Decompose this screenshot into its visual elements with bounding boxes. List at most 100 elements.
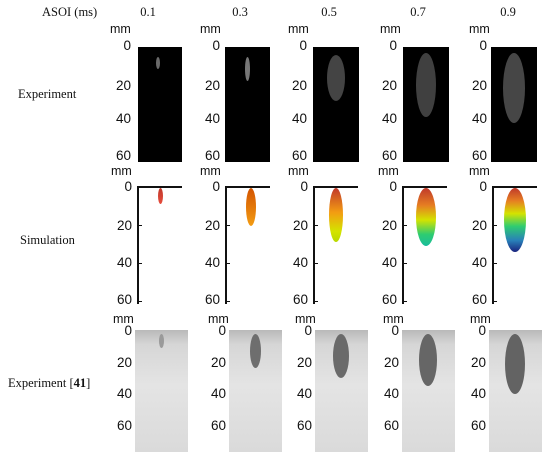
tick-label: 40 [471,255,487,270]
row-label-simulation: Simulation [20,233,75,247]
tick-label: 60 [116,292,132,307]
simulated-spray-2 [246,188,256,226]
unit-label: mm [295,312,316,326]
tick-mark [225,301,230,303]
experiment-ref-image-3 [315,330,368,452]
tick-label: 0 [124,179,132,194]
tick-label: 20 [116,355,132,370]
tick-label: 0 [478,323,486,338]
spray-plume [416,53,436,117]
spray-plume [419,334,437,386]
experiment-image-4 [403,47,449,162]
unit-label: mm [288,164,309,178]
tick-label: 20 [471,218,487,233]
spray-plume [245,57,250,81]
unit-label: mm [378,164,399,178]
unit-label: mm [469,22,490,36]
tick-mark [402,263,407,265]
experiment-image-1 [138,47,182,162]
y-axis-line [225,186,227,304]
tick-label: 60 [381,148,397,163]
tick-label: 0 [212,179,220,194]
y-axis-line [492,186,494,304]
tick-label: 60 [204,148,220,163]
time-axis-label: ASOI (ms) [42,5,98,19]
tick-label: 40 [296,386,312,401]
tick-label: 60 [471,292,487,307]
tick-label: 60 [292,292,308,307]
tick-mark [402,225,407,227]
tick-label: 60 [470,418,486,433]
tick-mark [137,263,142,265]
tick-label: 0 [218,323,226,338]
time-label-3: 0.5 [321,5,337,19]
row-label-experiment-ref-text: Experiment [ [8,376,74,390]
tick-mark [492,263,497,265]
simulated-spray-3 [329,188,343,242]
tick-label: 60 [383,418,399,433]
tick-label: 20 [115,78,131,93]
tick-mark [313,225,318,227]
tick-label: 40 [204,111,220,126]
spray-plume [333,334,349,378]
tick-label: 0 [389,179,397,194]
unit-label: mm [208,312,229,326]
tick-label: 0 [212,38,220,53]
unit-label: mm [380,22,401,36]
tick-label: 60 [381,292,397,307]
reference-number: 41 [73,376,87,390]
experiment-image-3 [313,47,359,162]
x-axis-line [225,186,270,188]
tick-label: 60 [291,148,307,163]
tick-label: 20 [210,355,226,370]
tick-label: 20 [471,78,487,93]
simulated-spray-4 [416,188,436,246]
tick-label: 20 [381,78,397,93]
spray-plume [156,57,160,69]
tick-label: 40 [291,111,307,126]
tick-label: 40 [210,386,226,401]
tick-label: 0 [389,38,397,53]
spray-plume [159,334,164,348]
unit-label: mm [110,22,131,36]
tick-label: 40 [115,111,131,126]
tick-mark [313,263,318,265]
tick-label: 0 [479,38,487,53]
tick-label: 0 [391,323,399,338]
unit-label: mm [111,164,132,178]
tick-mark [137,225,142,227]
tick-label: 60 [116,418,132,433]
tick-label: 40 [381,255,397,270]
tick-mark [492,301,497,303]
tick-label: 20 [204,218,220,233]
x-axis-line [402,186,447,188]
y-axis-line [313,186,315,304]
tick-label: 0 [300,179,308,194]
y-axis-line [137,186,139,304]
tick-label: 40 [471,111,487,126]
x-axis-line [313,186,358,188]
tick-label: 20 [381,218,397,233]
time-label-4: 0.7 [410,5,426,19]
unit-label: mm [469,164,490,178]
tick-label: 20 [470,355,486,370]
experiment-image-2 [225,47,270,162]
unit-label: mm [113,312,134,326]
experiment-ref-image-4 [402,330,455,452]
experiment-ref-image-1 [135,330,188,452]
tick-label: 40 [292,255,308,270]
tick-label: 40 [381,111,397,126]
time-label-1: 0.1 [140,5,156,19]
tick-label: 0 [479,179,487,194]
tick-label: 60 [115,148,131,163]
simulated-spray-1 [158,188,163,204]
tick-label: 40 [116,255,132,270]
tick-label: 0 [299,38,307,53]
unit-label: mm [288,22,309,36]
tick-label: 60 [296,418,312,433]
tick-mark [313,301,318,303]
tick-mark [402,301,407,303]
tick-label: 0 [123,38,131,53]
tick-label: 40 [383,386,399,401]
row-label-experiment: Experiment [18,87,77,101]
